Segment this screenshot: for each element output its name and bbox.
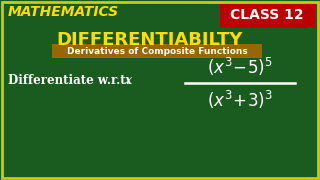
Text: MATHEMATICS: MATHEMATICS	[8, 5, 119, 19]
Bar	[52, 44, 262, 58]
Bar	[220, 2, 315, 28]
Text: $(x^3\!-\!5)^5$: $(x^3\!-\!5)^5$	[207, 56, 273, 78]
Text: Derivatives of Composite Functions: Derivatives of Composite Functions	[67, 46, 247, 55]
Text: DIFFERENTIABILTY: DIFFERENTIABILTY	[57, 31, 243, 49]
Text: $(x^3\!+\!3)^3$: $(x^3\!+\!3)^3$	[207, 89, 273, 111]
Text: Differentiate w.r.t.: Differentiate w.r.t.	[8, 73, 134, 87]
Text: x: x	[124, 73, 131, 87]
Text: CLASS 12: CLASS 12	[230, 8, 304, 22]
